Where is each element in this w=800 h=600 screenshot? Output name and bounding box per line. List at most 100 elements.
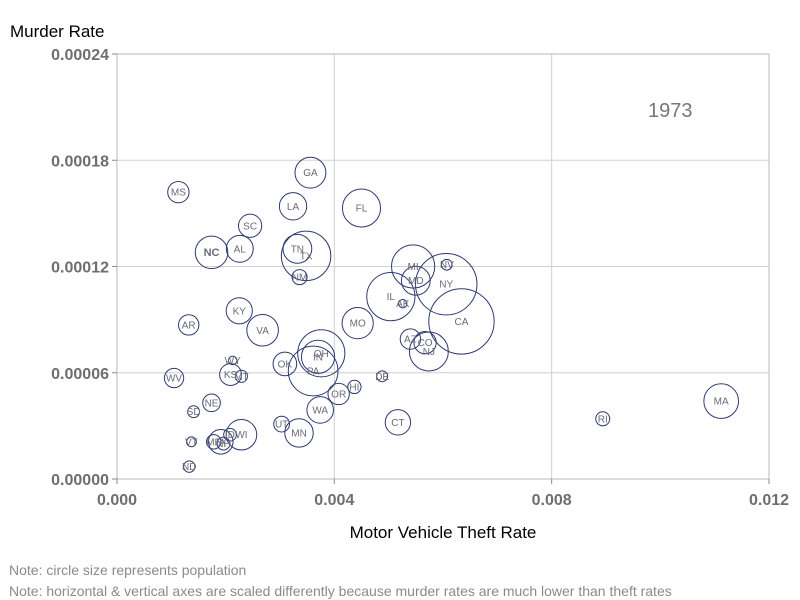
bubble-il	[366, 272, 416, 322]
bubble-oh	[297, 329, 346, 378]
bubble-label-ut: UT	[275, 420, 288, 431]
bubble-ma	[703, 383, 740, 419]
note-population: Note: circle size represents population	[9, 562, 246, 578]
bubble-label-nv: NV	[440, 260, 454, 271]
bubble-label-ct: CT	[391, 418, 404, 429]
bubble-tn	[282, 233, 313, 264]
bubble-va	[246, 313, 279, 347]
bubble-ok	[272, 351, 298, 377]
bubble-label-co: CO	[418, 338, 433, 349]
bubble-label-hi: HI	[349, 382, 359, 393]
y-tick-label: 0.00018	[51, 153, 109, 170]
bubbles	[163, 156, 740, 473]
bubble-ca	[428, 288, 495, 355]
bubble-label-vt: VT	[185, 437, 198, 448]
bubble-nv	[440, 258, 453, 271]
bubble-label-me: ME	[206, 437, 221, 448]
bubble-ms	[167, 180, 190, 204]
axis-ticks: 0.000 0.004 0.008 0.012 0.00000 0.00006 0.0001…	[51, 47, 789, 509]
bubble-label-de: DE	[375, 372, 389, 383]
x-axis-title: Motor Vehicle Theft Rate	[350, 523, 537, 542]
y-tick-label: 0.00012	[51, 260, 109, 277]
bubble-wi	[225, 418, 258, 451]
bubble-md	[400, 265, 431, 296]
bubble-label-ri: RI	[598, 414, 608, 425]
bubble-label-az: AZ	[404, 335, 417, 346]
bubble-label-la: LA	[287, 202, 300, 213]
bubble-label-oh: OH	[314, 349, 329, 360]
x-tick-label: 0.012	[749, 492, 789, 509]
bubble-label-md: MD	[408, 276, 424, 287]
bubble-label-nm: NM	[292, 273, 308, 284]
bubble-label-il: IL	[387, 292, 396, 303]
bubble-or	[327, 382, 350, 406]
bubble-mi	[391, 244, 436, 289]
bubble-label-wy: WY	[225, 356, 241, 367]
bubble-ak	[398, 299, 408, 309]
bubble-label-nd: ND	[182, 462, 196, 473]
bubble-sc	[238, 213, 263, 238]
bubble-label-ma: MA	[714, 397, 729, 408]
bubble-label-tx: TX	[300, 251, 313, 262]
bubble-label-ny: NY	[439, 280, 453, 291]
bubble-label-ar: AR	[182, 320, 196, 331]
bubble-ct	[384, 409, 412, 436]
bubble-label-sc: SC	[243, 221, 257, 232]
bubble-vt	[186, 436, 197, 448]
bubble-label-wi: WI	[235, 430, 247, 441]
year-annotation: 1973	[648, 100, 693, 122]
bubble-ne	[202, 393, 221, 413]
bubble-label-al: AL	[234, 244, 247, 255]
x-tick-label: 0.000	[97, 492, 137, 509]
bubble-label-ky: KY	[233, 306, 247, 317]
bubble-ks	[219, 363, 242, 386]
x-tick-label: 0.004	[314, 492, 354, 509]
bubble-nc	[194, 235, 229, 270]
y-tick-label: 0.00024	[51, 47, 109, 64]
bubble-label-ne: NE	[205, 398, 219, 409]
bubble-al	[225, 234, 254, 263]
bubble-label-wa: WA	[312, 405, 328, 416]
bubble-label-ga: GA	[303, 168, 318, 179]
bubble-me	[206, 434, 222, 450]
y-axis-title: Murder Rate	[10, 22, 104, 41]
grid-lines	[117, 54, 769, 479]
bubble-mn	[284, 418, 314, 448]
bubble-label-wv: WV	[166, 374, 182, 385]
bubble-label-ks: KS	[224, 370, 238, 381]
y-tick-label: 0.00000	[51, 472, 109, 489]
bubble-label-ak: AK	[396, 299, 410, 310]
bubble-label-mt: MT	[234, 372, 248, 383]
bubble-la	[278, 192, 308, 221]
bubble-label-in: IN	[313, 352, 323, 363]
bubble-label-tn: TN	[291, 244, 304, 255]
bubble-label-ia: IA	[216, 437, 226, 448]
bubble-in	[300, 339, 336, 374]
bubble-labels: CA NY PA TX IL OH MI NJ FL MA IN NC VA MO GA WI TN MD MN LA…	[166, 168, 729, 473]
x-tick-label: 0.008	[532, 492, 572, 509]
bubble-ut	[273, 415, 291, 433]
bubble-az	[399, 328, 422, 350]
bubble-label-mo: MO	[350, 319, 366, 330]
bubble-ny	[415, 252, 478, 316]
y-tick-label: 0.00006	[51, 366, 109, 383]
bubble-de	[376, 370, 389, 383]
bubble-mo	[341, 307, 374, 340]
bubble-ar	[178, 314, 200, 336]
note-axes-scale: Note: horizontal & vertical axes are sca…	[9, 583, 672, 599]
bubble-label-mn: MN	[291, 428, 307, 439]
bubble-label-nj: NJ	[423, 347, 435, 358]
bubble-wv	[163, 367, 185, 389]
bubble-wa	[306, 396, 334, 424]
bubble-label-va: VA	[256, 326, 269, 337]
bubble-label-nh: NH	[216, 439, 230, 450]
bubble-fl	[341, 188, 382, 228]
bubble-label-ms: MS	[171, 188, 186, 199]
bubble-label-nc: NC	[204, 247, 220, 259]
bubble-sd	[187, 405, 201, 419]
bubble-label-fl: FL	[356, 204, 368, 215]
bubble-id	[223, 427, 237, 442]
bubble-ia	[208, 429, 234, 455]
bubble-ri	[595, 411, 611, 427]
bubble-nm	[291, 269, 308, 286]
